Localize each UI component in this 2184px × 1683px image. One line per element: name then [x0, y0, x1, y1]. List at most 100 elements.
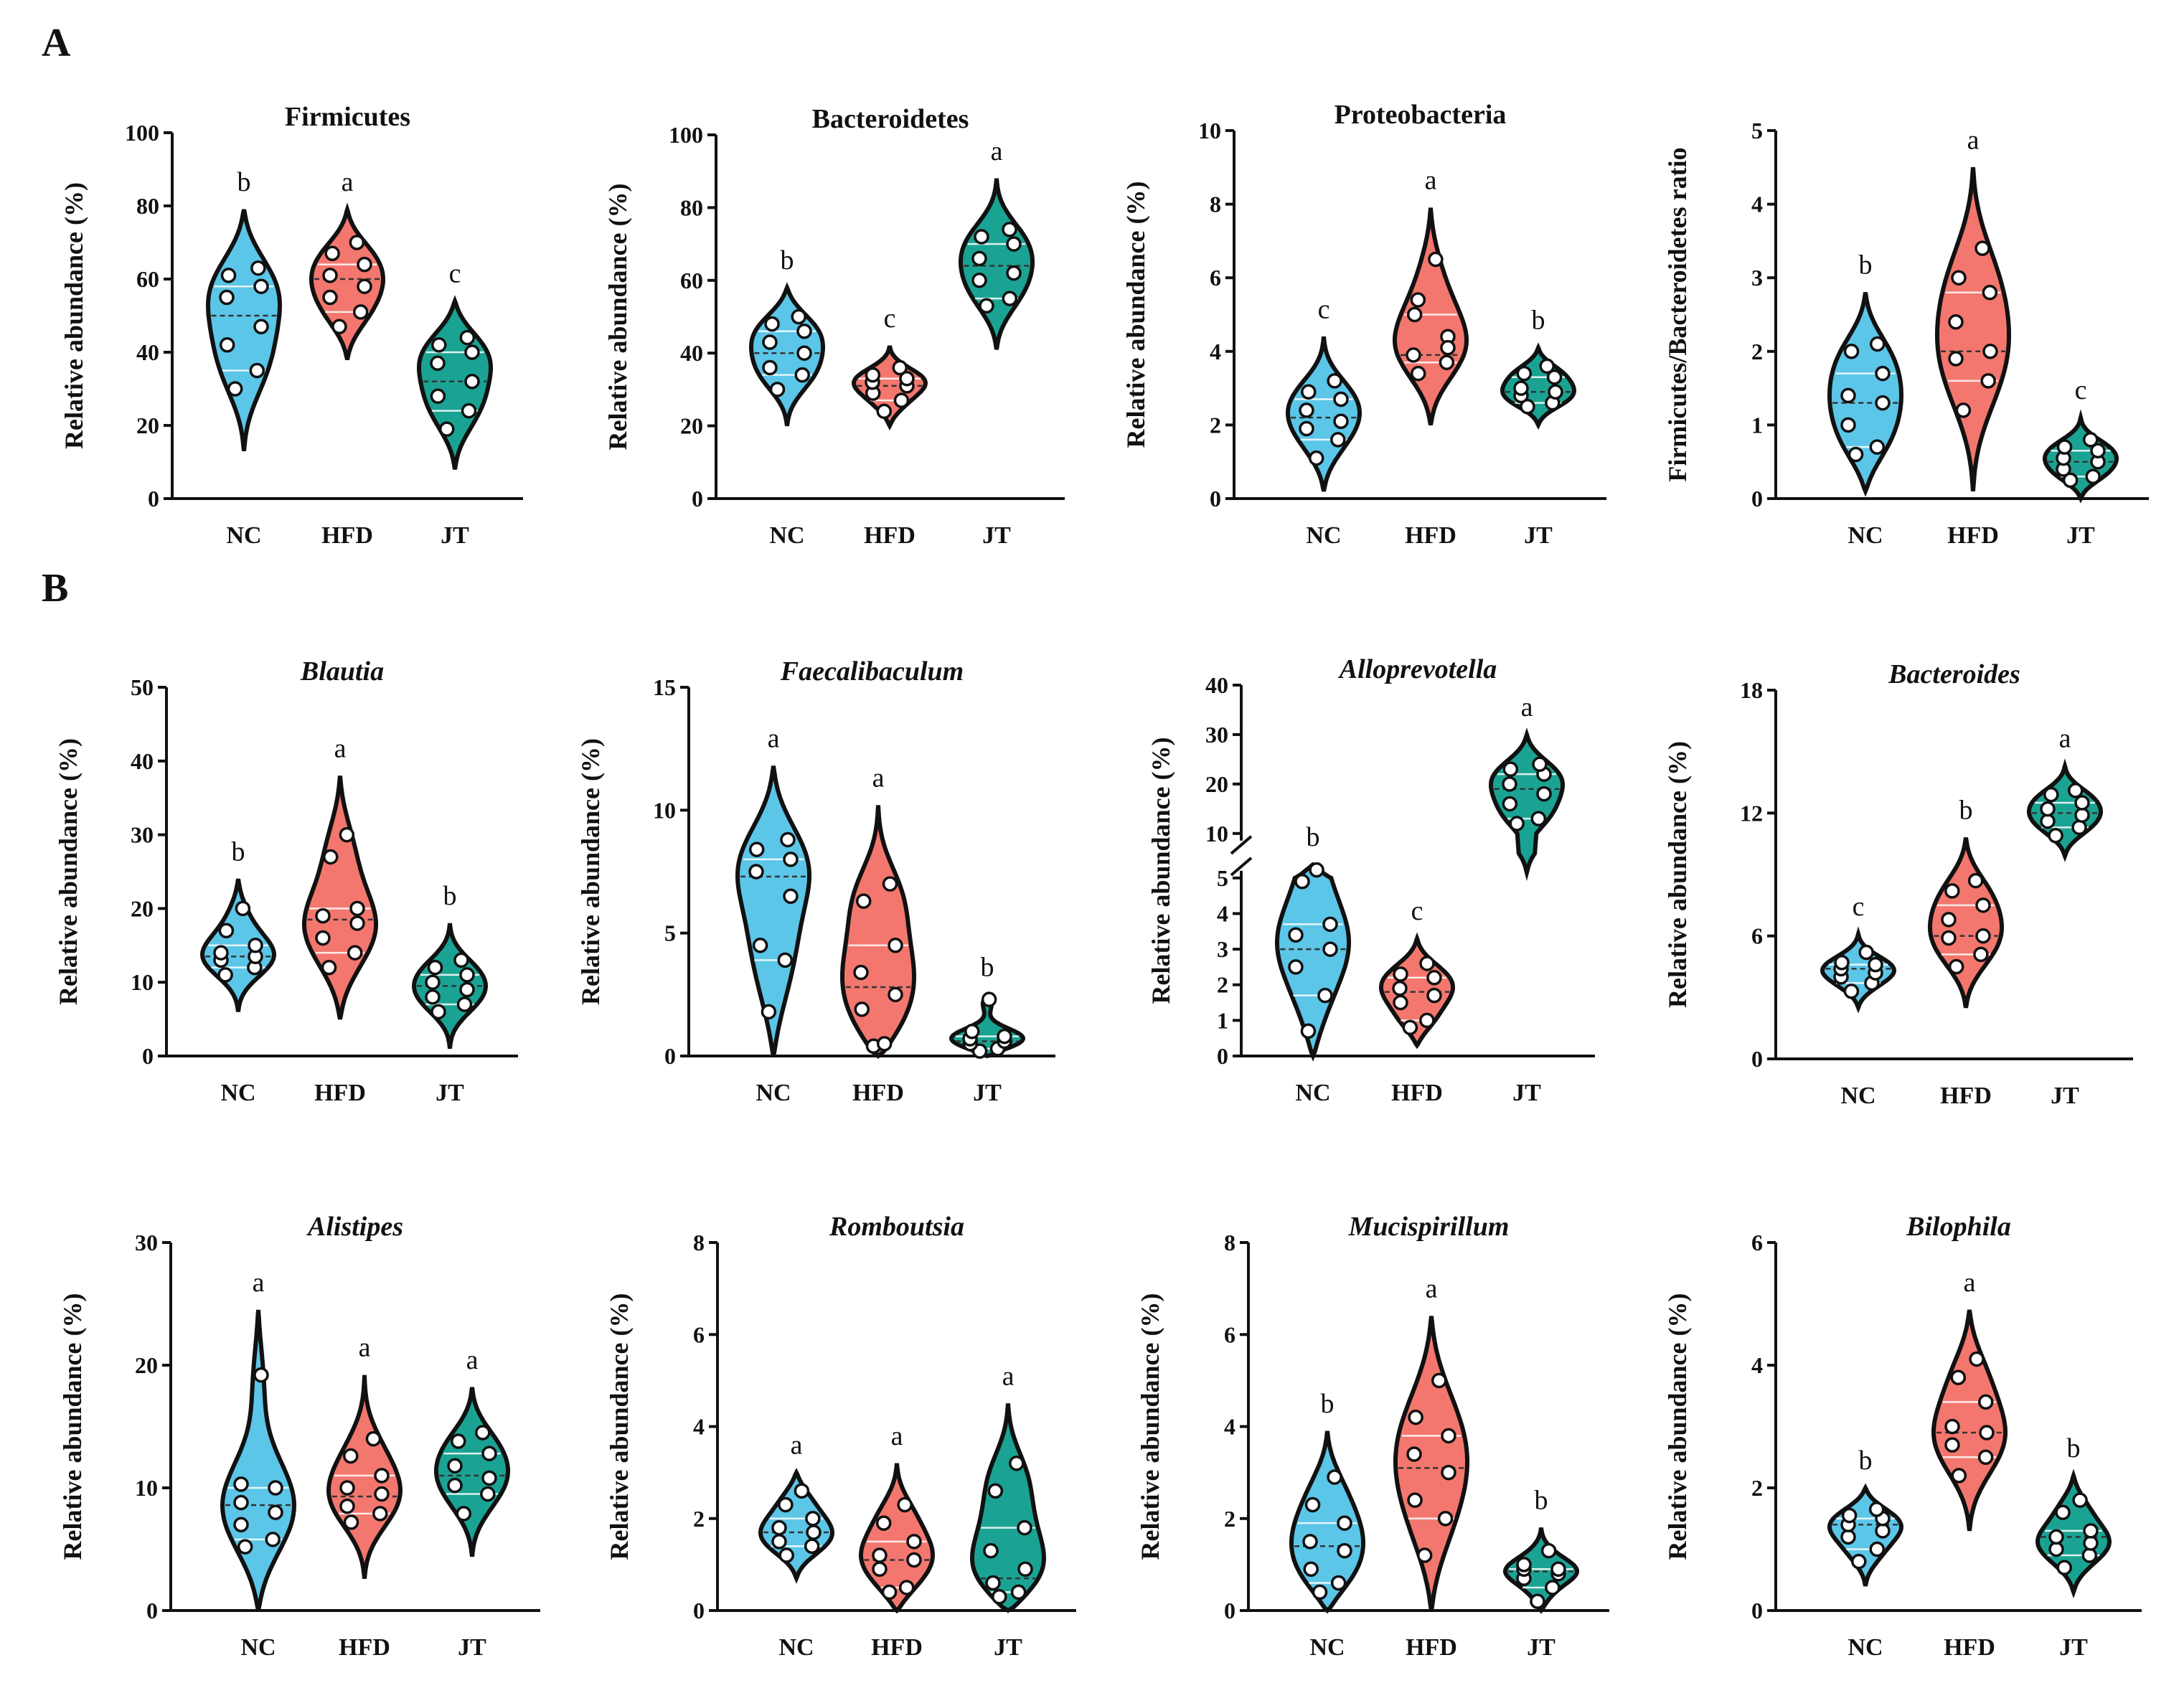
y-tick-label: 10 [653, 797, 676, 823]
data-point [349, 915, 365, 931]
data-point [1017, 1561, 1033, 1578]
data-point [431, 337, 447, 353]
data-point [1302, 1534, 1318, 1550]
y-tick-label: 30 [135, 1230, 158, 1255]
data-point [748, 842, 765, 857]
data-point [1941, 912, 1957, 928]
y-tick-label: 8 [693, 1230, 705, 1255]
y-tick-label: 0 [1751, 1598, 1763, 1623]
chart-alistipes: 0 10 20 30 Relative abundance (%) Alistipes a N… [58, 1212, 540, 1661]
data-point [1843, 344, 1860, 359]
data-point [218, 923, 235, 938]
chart-alloprevotella: 0 1 2 3 4 5 10 20 30 40 Relative abundance (%) Allo… [1147, 654, 1595, 1106]
y-tick-label: 1 [1751, 412, 1763, 438]
data-point [447, 1458, 463, 1474]
significance-letter: a [768, 724, 780, 754]
chart-title: Mucispirillum [1348, 1212, 1510, 1242]
y-tick-label: 8 [1224, 1230, 1235, 1255]
data-point [1294, 874, 1310, 890]
data-point [997, 1028, 1012, 1045]
x-category-label: HFD [314, 1080, 366, 1106]
axis-break-mark [1230, 857, 1253, 877]
x-category-label: JT [2066, 522, 2095, 549]
data-point [1840, 387, 1856, 404]
significance-letter: a [891, 1421, 903, 1451]
data-point [881, 1584, 898, 1600]
y-axis-label: Relative abundance (%) [1663, 741, 1692, 1008]
data-point [1410, 365, 1426, 382]
violin-jt: c [2043, 375, 2119, 504]
data-point [906, 1552, 922, 1568]
y-tick-label: 0 [693, 1598, 705, 1623]
data-point [461, 402, 477, 419]
data-point [898, 1580, 915, 1595]
violin-jt: a [969, 1361, 1047, 1613]
data-point [1327, 373, 1342, 389]
violin-body-jt [434, 1387, 510, 1557]
data-point [1419, 1012, 1435, 1029]
violin-nc: b [205, 167, 283, 452]
violin-body-nc [1285, 336, 1362, 492]
data-point [374, 1486, 390, 1502]
x-category-label: NC [240, 1634, 276, 1661]
significance-letter: a [1967, 125, 1980, 155]
data-point [2083, 1535, 2099, 1551]
chart-title: Faecalibaculum [780, 656, 964, 687]
y-axis-label: Relative abundance (%) [1663, 1293, 1692, 1560]
significance-letter: a [466, 1345, 479, 1375]
data-point [987, 1483, 1004, 1499]
x-category-label: JT [2051, 1083, 2079, 1109]
y-tick-label: 2 [1751, 1475, 1763, 1501]
data-point [1974, 240, 1990, 256]
violin-hfd: a [1931, 1268, 2008, 1532]
data-point [1869, 439, 1886, 455]
data-point [464, 374, 480, 390]
data-point [1288, 959, 1304, 975]
violin-jt: b [1500, 306, 1577, 430]
violin-body-jt [969, 1403, 1047, 1613]
data-point [780, 831, 796, 848]
significance-letter: a [359, 1333, 371, 1363]
data-point [1337, 1515, 1352, 1531]
data-point [1419, 956, 1435, 971]
data-point [992, 1589, 1007, 1605]
x-category-label: JT [982, 522, 1011, 549]
data-point [888, 986, 903, 1003]
data-point [250, 260, 266, 276]
chart-romboutsia: 0 2 4 6 8 Relative abundance (%) Romboutsia a NC… [605, 1212, 1076, 1661]
y-axis-label: Relative abundance (%) [58, 1293, 87, 1560]
chart-title: Bacteroides [1888, 659, 2020, 689]
data-point [1304, 1496, 1321, 1513]
data-point [783, 888, 799, 905]
chart-firmicutes: 0 20 40 60 80 100 Relative abundance (%) Firmic… [60, 102, 523, 549]
data-point [357, 278, 372, 294]
data-point [315, 930, 331, 946]
y-tick-label: 40 [131, 748, 154, 774]
violin-body-hfd [859, 1463, 935, 1614]
data-point [2083, 432, 2099, 448]
y-tick-label: 10 [1205, 821, 1228, 847]
x-category-label: NC [1295, 1080, 1330, 1106]
data-point [219, 337, 235, 353]
data-point [1550, 1561, 1566, 1578]
data-point [2048, 1541, 2064, 1557]
violin-jt: c [416, 259, 494, 470]
violin-hfd: c [851, 303, 928, 431]
x-category-label: HFD [1391, 1080, 1443, 1106]
y-tick-label: 6 [693, 1321, 705, 1347]
data-point [2074, 807, 2090, 823]
violin-body-jt [416, 295, 494, 470]
data-point [1948, 958, 1964, 975]
y-tick-label: 4 [693, 1414, 705, 1440]
violin-body-jt [1500, 342, 1577, 430]
y-tick-label: 60 [136, 266, 159, 292]
y-tick-label: 20 [136, 412, 159, 438]
data-point [249, 362, 265, 379]
significance-letter: b [1859, 250, 1873, 280]
data-point [1967, 872, 1984, 889]
data-point [1513, 380, 1529, 396]
x-category-label: JT [994, 1634, 1022, 1661]
violin-hfd: a [1934, 125, 2012, 491]
significance-letter: a [1964, 1268, 1976, 1298]
data-point [1410, 292, 1426, 308]
